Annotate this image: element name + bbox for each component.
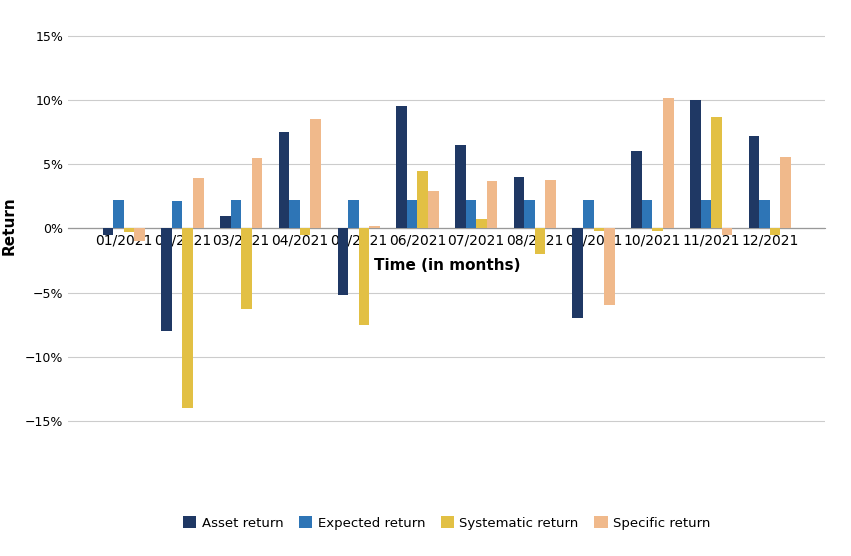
Bar [172,201,182,229]
Bar [573,229,583,318]
Bar [514,177,524,229]
Bar [311,120,321,229]
Bar [700,200,711,229]
Bar [220,216,231,229]
Bar [722,229,733,235]
Bar [594,229,604,231]
Bar [455,145,465,229]
Legend: Asset return, Expected return, Systematic return, Specific return: Asset return, Expected return, Systemati… [178,511,716,535]
Bar [780,157,791,229]
Bar [348,200,358,229]
Bar [487,181,497,229]
Bar [241,229,252,309]
Bar [770,229,780,235]
Bar [604,229,614,305]
Bar [134,229,145,241]
Bar [428,191,438,229]
Bar [369,226,380,229]
Bar [300,229,311,235]
Bar [279,132,289,229]
Bar [338,229,348,295]
Bar [545,180,556,229]
Bar [397,107,407,229]
Bar [113,200,123,229]
Bar [231,200,241,229]
Bar [535,229,545,254]
Bar [407,200,417,229]
Bar [161,229,172,331]
Bar [102,229,113,235]
Bar [477,220,487,229]
Bar [711,117,722,229]
Bar [631,151,642,229]
Bar [583,200,594,229]
Bar [749,136,759,229]
Y-axis label: Return: Return [2,196,16,255]
Bar [182,229,193,408]
Bar [417,171,428,229]
Bar [690,100,700,229]
Bar [465,200,477,229]
Bar [653,229,663,231]
Bar [663,97,673,229]
Bar [193,178,203,229]
Bar [123,229,134,232]
Bar [524,200,535,229]
Bar [289,200,300,229]
Bar [759,200,770,229]
Bar [358,229,369,325]
Bar [252,158,262,229]
Bar [642,200,653,229]
X-axis label: Time (in months): Time (in months) [374,259,520,274]
